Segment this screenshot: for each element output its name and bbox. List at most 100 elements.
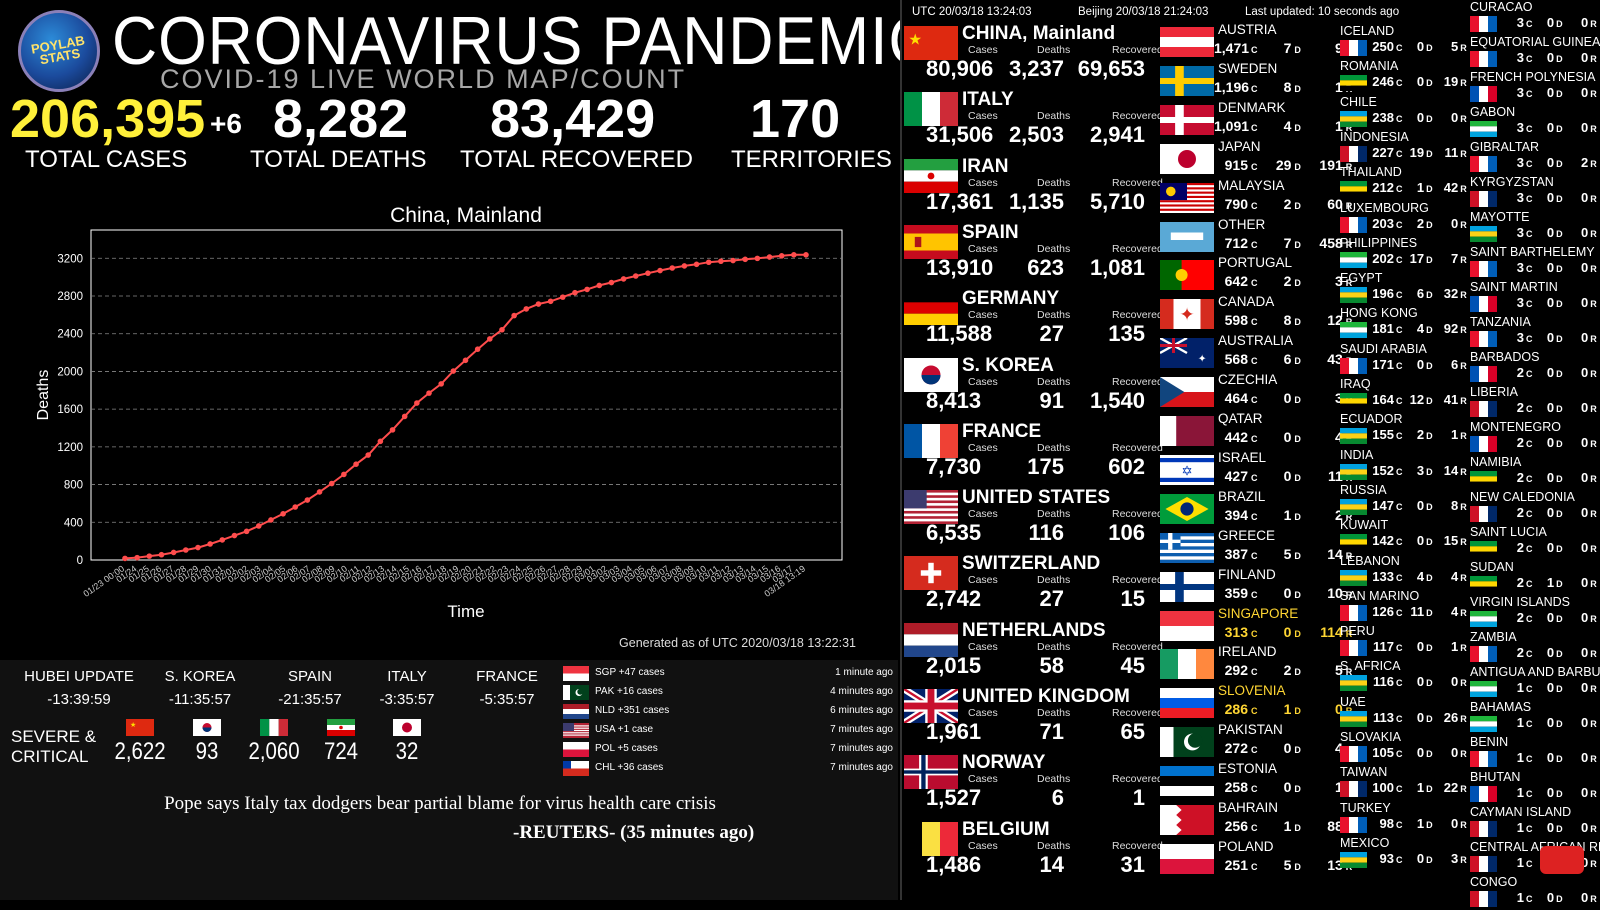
country-card[interactable]: IRAN Cases Deaths Recovered 17,361 1,135… (902, 155, 1163, 221)
country-card[interactable]: ★ CHINA, Mainland Cases Deaths Recovered… (902, 22, 1163, 88)
country-name: SAINT MARTIN (1470, 280, 1558, 294)
country-name: NEW CALEDONIA (1470, 490, 1575, 504)
country-card[interactable]: FRANCE Cases Deaths Recovered 7,730 175 6… (902, 420, 1163, 486)
other-flag-icon (1160, 221, 1214, 252)
country-row[interactable]: ANTIGUA AND BARBUDA 1C 0D 0R (1470, 665, 1600, 700)
country-card[interactable]: SPAIN Cases Deaths Recovered 13,910 623 1… (902, 221, 1163, 287)
subscribe-button[interactable] (1540, 846, 1584, 874)
country-row[interactable]: INDONESIA 227 C 19 D 11 R (1340, 130, 1470, 165)
recovered-label: Recovered (1112, 839, 1163, 852)
country-card[interactable]: UNITED KINGDOM Cases Deaths Recovered 1,… (902, 685, 1163, 751)
country-card[interactable]: GERMANY Cases Deaths Recovered 11,588 27… (902, 287, 1163, 353)
country-name: SWEDEN (1218, 60, 1278, 76)
country-name: INDIA (1340, 447, 1374, 462)
deaths-value: 0 (1416, 356, 1425, 372)
country-row[interactable]: JAPAN 915 C 29 D 191 R (1160, 139, 1352, 178)
country-row[interactable]: IRAQ 164 C 12 D 41 R (1340, 377, 1470, 412)
pakistan-flag-icon (1160, 727, 1214, 758)
country-card[interactable]: SWITZERLAND Cases Deaths Recovered 2,742… (902, 552, 1163, 618)
country-card[interactable]: S. KOREA Cases Deaths Recovered 8,413 91… (902, 354, 1163, 420)
country-card[interactable]: UNITED STATES Cases Deaths Recovered 6,5… (902, 486, 1163, 552)
country-card[interactable]: BELGIUM Cases Deaths Recovered 1,486 14 3… (902, 818, 1163, 884)
svg-text:✡: ✡ (1181, 463, 1192, 479)
deaths-value: 0 (1546, 715, 1555, 730)
cases-suffix: C (1396, 184, 1403, 195)
deaths-suffix: D (1294, 861, 1301, 872)
data-point (401, 413, 408, 420)
country-card[interactable]: ITALY Cases Deaths Recovered 31,506 2,50… (902, 88, 1163, 154)
country-card[interactable]: NETHERLANDS Cases Deaths Recovered 2,015… (902, 619, 1163, 685)
country-card[interactable]: NORWAY Cases Deaths Recovered 1,527 6 1 (902, 751, 1163, 817)
news-headline[interactable]: Pope says Italy tax dodgers bear partial… (164, 793, 716, 814)
